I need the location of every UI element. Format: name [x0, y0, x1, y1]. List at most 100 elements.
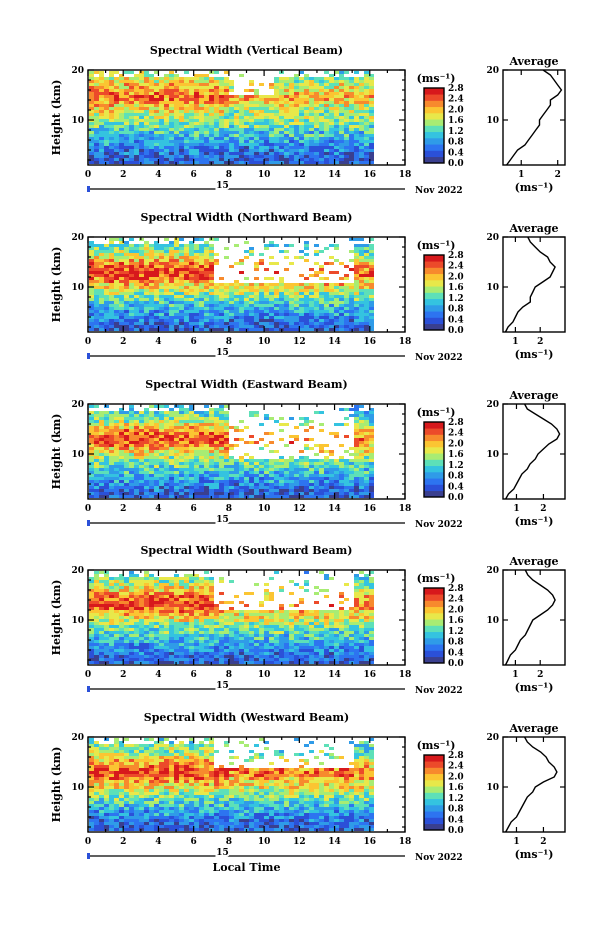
heatmap-cell [109, 152, 114, 155]
heatmap-cell [324, 116, 329, 119]
heatmap-cell [129, 155, 134, 158]
heatmap-cell [114, 280, 119, 283]
heatmap-cell [314, 492, 319, 495]
heatmap-cell [274, 304, 279, 307]
heatmap-cell [184, 316, 189, 319]
heatmap-cell [279, 322, 284, 325]
heatmap-cell [174, 438, 179, 441]
heatmap-cell [224, 149, 229, 152]
heatmap-cell [199, 277, 204, 280]
heatmap-cell [324, 283, 329, 286]
heatmap-cell [89, 77, 94, 80]
heatmap-cell [204, 271, 209, 274]
heatmap-cell [359, 316, 364, 319]
heatmap-cell [164, 292, 169, 295]
heatmap-cell [109, 125, 114, 128]
heatmap-cell [309, 438, 314, 441]
heatmap-cell [284, 128, 289, 131]
heatmap-cell [234, 119, 239, 122]
heatmap-cell [149, 307, 154, 310]
heatmap-cell [184, 420, 189, 423]
heatmap-cell [229, 298, 234, 301]
heatmap-cell [184, 301, 189, 304]
heatmap-cell [364, 589, 369, 592]
heatmap-cell [149, 247, 154, 250]
heatmap-cell [329, 307, 334, 310]
heatmap-cell [154, 453, 159, 456]
heatmap-cell [224, 289, 229, 292]
heatmap-cell [319, 304, 324, 307]
heatmap-cell [184, 289, 189, 292]
heatmap-cell [234, 128, 239, 131]
heatmap-cell [219, 408, 224, 411]
heatmap-cell [354, 86, 359, 89]
heatmap-cell [124, 92, 129, 95]
heatmap-cell [179, 432, 184, 435]
heatmap-cell [114, 277, 119, 280]
heatmap-cell [114, 149, 119, 152]
heatmap-cell [264, 489, 269, 492]
colorbar-tick-label: 0.0 [448, 493, 464, 503]
heatmap-cell [129, 423, 134, 426]
heatmap-cell [149, 435, 154, 438]
heatmap-cell [359, 328, 364, 331]
heatmap-cell [169, 98, 174, 101]
heatmap-cell [354, 304, 359, 307]
heatmap-cell [354, 441, 359, 444]
heatmap-cell [259, 295, 264, 298]
heatmap-cell [229, 295, 234, 298]
heatmap-cell [214, 101, 219, 104]
heatmap-cell [184, 313, 189, 316]
heatmap-cell [369, 134, 374, 137]
heatmap-cell [214, 119, 219, 122]
heatmap-cell [244, 95, 249, 98]
heatmap-cell [129, 426, 134, 429]
heatmap-cell [229, 155, 234, 158]
heatmap-cell [199, 307, 204, 310]
heatmap-cell [344, 462, 349, 465]
heatmap-cell [194, 158, 199, 161]
heatmap-cell [169, 589, 174, 592]
heatmap-cell [159, 292, 164, 295]
heatmap-cell [179, 489, 184, 492]
heatmap-cell [194, 131, 199, 134]
heatmap-cell [324, 319, 329, 322]
heatmap-cell [194, 447, 199, 450]
heatmap-cell [279, 104, 284, 107]
heatmap-cell [89, 80, 94, 83]
heatmap-cell [339, 495, 344, 498]
heatmap-cell [104, 414, 109, 417]
heatmap-cell [249, 140, 254, 143]
heatmap-cell [219, 325, 224, 328]
heatmap-cell [349, 286, 354, 289]
heatmap-cell [104, 480, 109, 483]
average-x-tick-label: 2 [540, 504, 546, 514]
heatmap-cell [94, 119, 99, 122]
heatmap-cell [179, 465, 184, 468]
heatmap-cell [189, 250, 194, 253]
heatmap-cell [114, 289, 119, 292]
heatmap-cell [114, 95, 119, 98]
heatmap-cell [359, 450, 364, 453]
heatmap-cell [209, 104, 214, 107]
heatmap-cell [324, 456, 329, 459]
heatmap-cell [224, 435, 229, 438]
heatmap-cell [194, 104, 199, 107]
heatmap-cell [194, 325, 199, 328]
heatmap-cell [329, 256, 334, 259]
heatmap-cell [294, 474, 299, 477]
heatmap-cell [214, 495, 219, 498]
heatmap-cell [304, 286, 309, 289]
heatmap-cell [124, 140, 129, 143]
heatmap-cell [124, 152, 129, 155]
heatmap-cell [324, 444, 329, 447]
heatmap-cell [104, 119, 109, 122]
heatmap-cell [294, 426, 299, 429]
heatmap-cell [154, 86, 159, 89]
heatmap-cell [154, 307, 159, 310]
heatmap-cell [299, 131, 304, 134]
heatmap-cell [159, 277, 164, 280]
heatmap-cell [119, 137, 124, 140]
heatmap-cell [204, 423, 209, 426]
average-title: Average [508, 55, 558, 68]
